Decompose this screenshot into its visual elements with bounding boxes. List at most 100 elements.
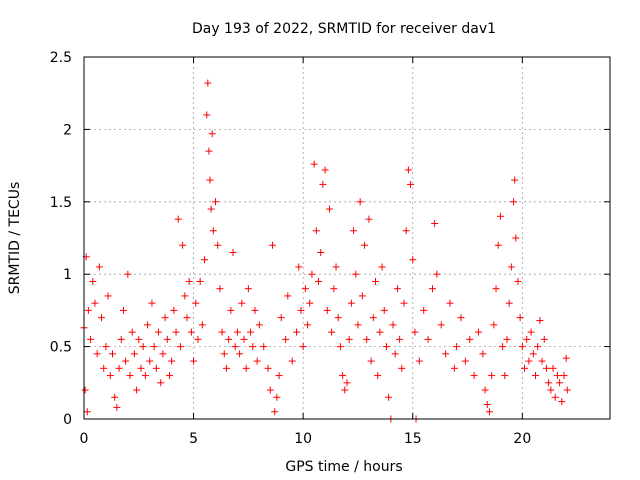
data-point bbox=[328, 328, 336, 336]
data-point bbox=[402, 227, 410, 235]
data-point bbox=[83, 408, 91, 416]
data-point bbox=[170, 306, 178, 314]
data-point bbox=[457, 314, 465, 322]
data-point bbox=[363, 335, 371, 343]
data-point bbox=[415, 357, 423, 365]
data-point bbox=[521, 364, 529, 372]
data-point bbox=[510, 198, 518, 206]
data-point bbox=[518, 343, 526, 351]
data-point bbox=[365, 215, 373, 223]
data-point bbox=[174, 215, 182, 223]
data-point bbox=[310, 160, 318, 168]
x-tick-label: 10 bbox=[294, 431, 312, 447]
data-point bbox=[534, 343, 542, 351]
data-point bbox=[152, 364, 160, 372]
data-point bbox=[540, 335, 548, 343]
data-point bbox=[297, 306, 305, 314]
data-point bbox=[549, 364, 557, 372]
data-point bbox=[124, 270, 132, 278]
data-point bbox=[339, 372, 347, 380]
data-point bbox=[391, 350, 399, 358]
data-point bbox=[299, 343, 307, 351]
data-point bbox=[102, 343, 110, 351]
data-point bbox=[525, 357, 533, 365]
data-point bbox=[104, 292, 112, 300]
data-point bbox=[523, 335, 531, 343]
data-point bbox=[499, 343, 507, 351]
data-point bbox=[461, 357, 469, 365]
data-point bbox=[187, 328, 195, 336]
data-point bbox=[301, 285, 309, 293]
data-points bbox=[80, 79, 571, 423]
data-point bbox=[547, 386, 555, 394]
data-point bbox=[407, 180, 415, 188]
data-point bbox=[350, 227, 358, 235]
x-tick-label: 5 bbox=[189, 431, 198, 447]
data-point bbox=[165, 372, 173, 380]
data-point bbox=[317, 248, 325, 256]
data-point bbox=[144, 321, 152, 329]
data-point bbox=[369, 314, 377, 322]
data-point bbox=[179, 241, 187, 249]
data-point bbox=[168, 357, 176, 365]
axes: 0 0.5 1 1.5 2 2.5 0 5 10 15 20 bbox=[50, 50, 610, 447]
y-axis-label: SRMTID / TECUs bbox=[7, 182, 23, 295]
data-point bbox=[396, 335, 404, 343]
data-point bbox=[306, 299, 314, 307]
data-point bbox=[220, 350, 228, 358]
data-point bbox=[95, 263, 103, 271]
data-point bbox=[135, 335, 143, 343]
data-point bbox=[255, 321, 263, 329]
data-point bbox=[89, 277, 97, 285]
data-point bbox=[551, 393, 559, 401]
data-point bbox=[398, 364, 406, 372]
data-point bbox=[400, 299, 408, 307]
data-point bbox=[356, 198, 364, 206]
data-point bbox=[150, 343, 158, 351]
data-point bbox=[264, 364, 272, 372]
data-point bbox=[563, 386, 571, 394]
data-point bbox=[433, 270, 441, 278]
data-point bbox=[277, 314, 285, 322]
data-point bbox=[84, 306, 92, 314]
data-point bbox=[411, 328, 419, 336]
data-point bbox=[240, 335, 248, 343]
data-point bbox=[536, 317, 544, 325]
data-point bbox=[483, 401, 491, 409]
data-point bbox=[325, 205, 333, 213]
y-tick-label: 0.5 bbox=[50, 340, 72, 356]
data-point bbox=[293, 328, 301, 336]
data-point bbox=[214, 241, 222, 249]
data-point bbox=[201, 256, 209, 264]
data-point bbox=[446, 299, 454, 307]
data-point bbox=[208, 130, 216, 138]
data-point bbox=[139, 343, 147, 351]
data-point bbox=[183, 314, 191, 322]
x-tick-label: 20 bbox=[513, 431, 531, 447]
data-point bbox=[190, 357, 198, 365]
data-point bbox=[481, 386, 489, 394]
data-point bbox=[251, 306, 259, 314]
data-point bbox=[330, 285, 338, 293]
data-point bbox=[308, 270, 316, 278]
data-point bbox=[233, 328, 241, 336]
data-point bbox=[382, 343, 390, 351]
data-point bbox=[420, 306, 428, 314]
data-point bbox=[343, 379, 351, 387]
data-point bbox=[358, 292, 366, 300]
data-point bbox=[172, 328, 180, 336]
data-point bbox=[196, 277, 204, 285]
data-point bbox=[148, 299, 156, 307]
data-point bbox=[141, 372, 149, 380]
data-point bbox=[553, 372, 561, 380]
data-point bbox=[332, 263, 340, 271]
data-point bbox=[354, 321, 362, 329]
data-point bbox=[271, 408, 279, 416]
data-point bbox=[424, 335, 432, 343]
data-point bbox=[212, 198, 219, 206]
data-point bbox=[450, 364, 458, 372]
data-point bbox=[488, 372, 496, 380]
data-point bbox=[222, 364, 230, 372]
data-point bbox=[494, 241, 502, 249]
data-point bbox=[249, 343, 257, 351]
